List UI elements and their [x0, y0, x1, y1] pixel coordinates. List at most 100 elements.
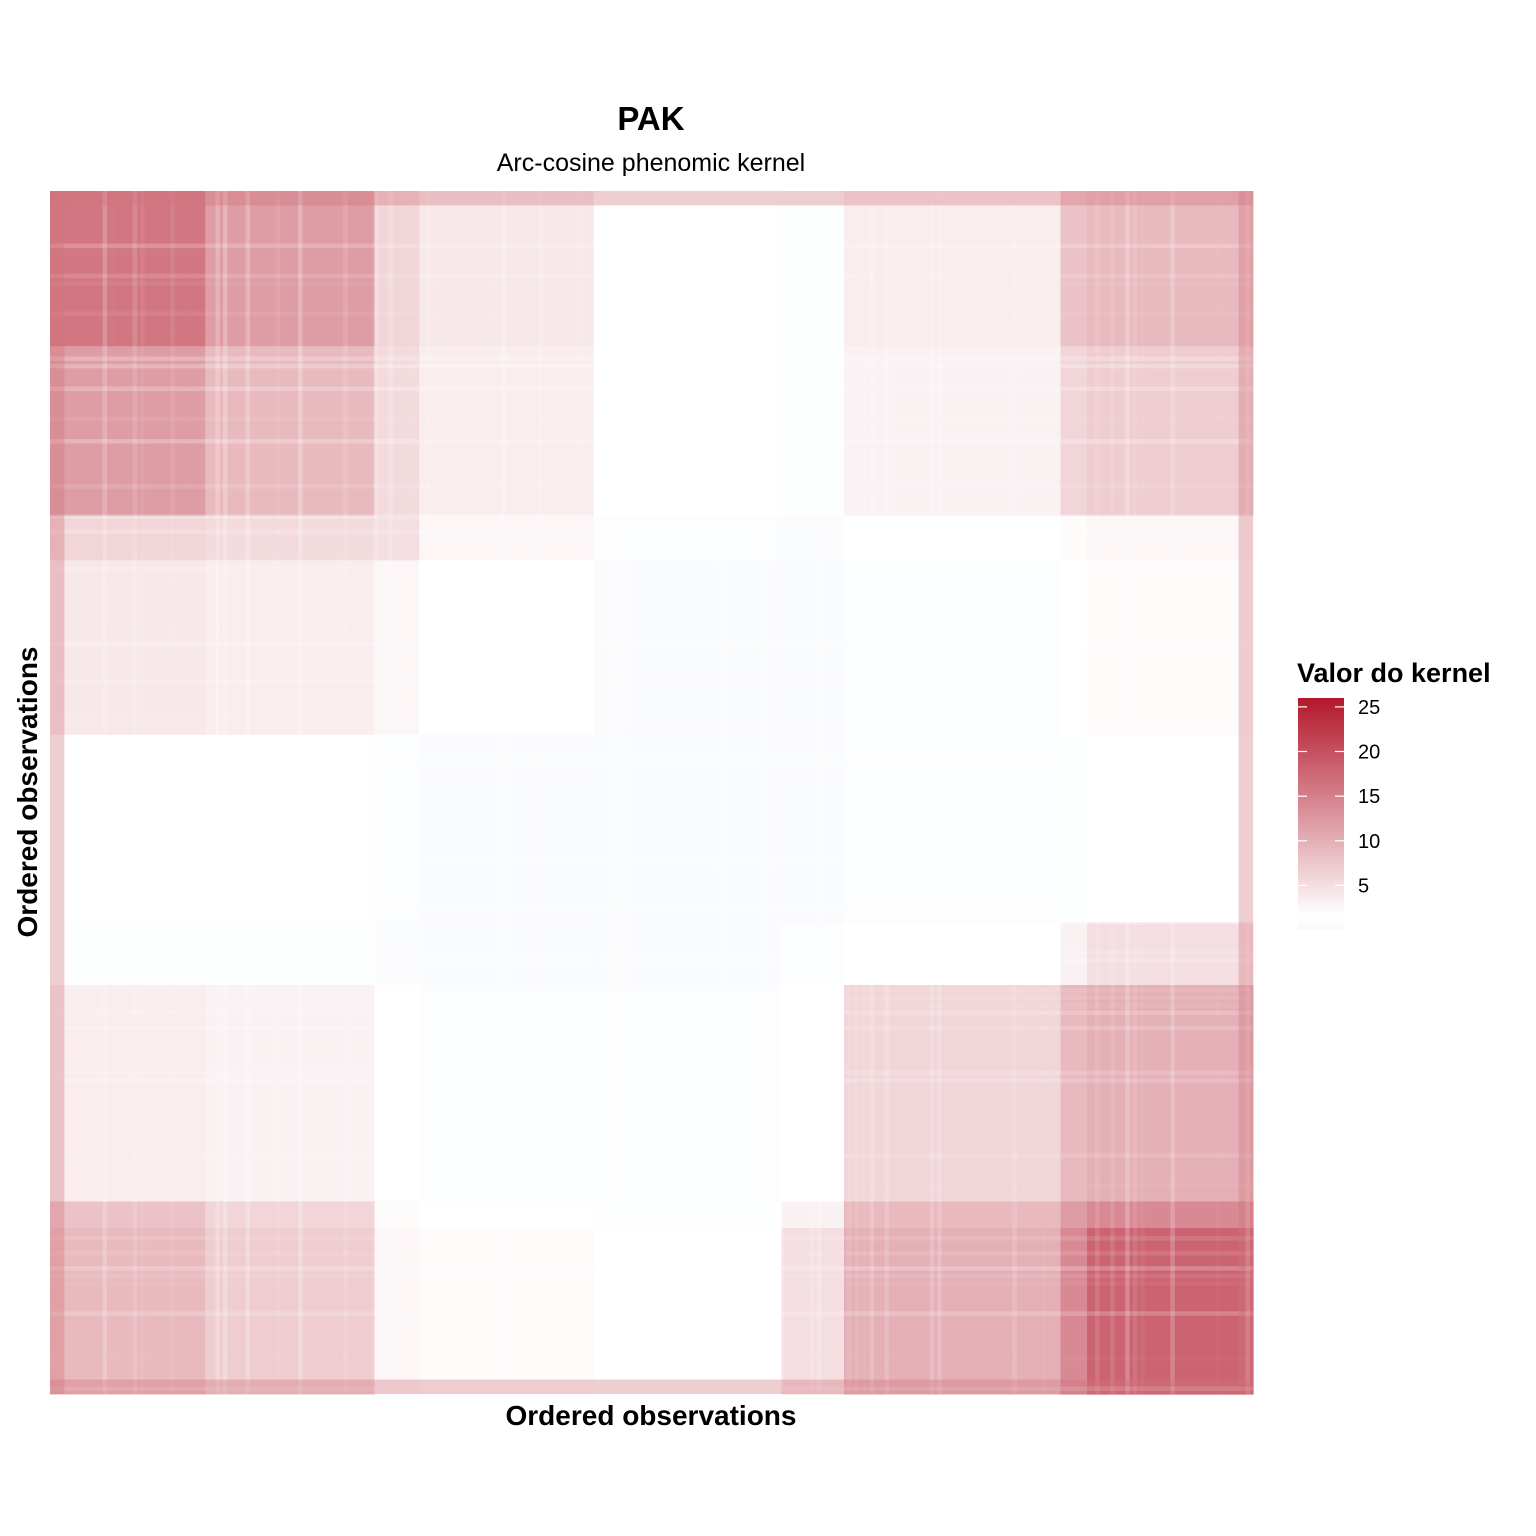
texture-stripe — [275, 191, 281, 1394]
heatmap-cell — [254, 560, 376, 736]
heatmap-cell — [812, 953, 845, 986]
heatmap-cell — [374, 560, 420, 736]
texture-stripe — [613, 191, 619, 1394]
texture-stripe — [779, 191, 784, 1394]
heatmap-cell — [419, 395, 595, 517]
y-axis-label: Ordered observations — [12, 647, 43, 938]
texture-stripe — [50, 416, 1253, 422]
heatmap-cell — [374, 515, 420, 561]
texture-stripe — [433, 191, 438, 1394]
heatmap-cell — [781, 953, 814, 986]
texture-stripe — [1245, 191, 1250, 1394]
texture-stripe — [140, 191, 145, 1394]
texture-stripe — [764, 191, 769, 1394]
texture-stripe — [50, 995, 1253, 1000]
texture-stripe — [644, 191, 649, 1394]
heatmap-cell — [1060, 953, 1088, 986]
heatmap-cell — [205, 560, 256, 736]
texture-stripe — [50, 883, 1253, 888]
texture-stripe — [50, 484, 1253, 489]
texture-stripe — [50, 634, 1253, 640]
x-axis-label: Ordered observations — [506, 1400, 797, 1431]
texture-stripe — [222, 191, 228, 1394]
heatmap-cell — [593, 1201, 783, 1229]
texture-stripe — [854, 191, 859, 1394]
heatmap-plot-area — [50, 191, 1254, 1395]
texture-stripe — [50, 860, 1253, 865]
heatmap-cell — [844, 734, 1062, 924]
legend-tick-label: 20 — [1358, 742, 1380, 764]
texture-stripe — [884, 191, 890, 1394]
texture-stripe — [1132, 191, 1138, 1394]
heatmap-cell — [374, 953, 420, 986]
texture-stripe — [50, 566, 1253, 572]
heatmap-cell — [1060, 346, 1088, 397]
texture-stripe — [50, 769, 1253, 775]
texture-stripe — [493, 191, 499, 1394]
heatmap-cell — [254, 922, 376, 955]
texture-stripe — [50, 717, 1253, 722]
texture-stripe — [1110, 191, 1115, 1394]
heatmap-cell — [781, 1228, 814, 1395]
heatmap-cell — [781, 734, 814, 924]
heatmap-cell — [593, 346, 783, 397]
texture-stripe — [50, 1281, 1253, 1286]
edge-band — [50, 191, 1253, 206]
heatmap-cell — [812, 346, 845, 397]
texture-stripe — [50, 777, 1253, 782]
heatmap-cell — [254, 515, 376, 561]
texture-stripe — [937, 191, 942, 1394]
texture-stripe — [606, 191, 611, 1394]
texture-stripe — [425, 191, 431, 1394]
heatmap-cell — [812, 191, 845, 347]
heatmap-cell — [50, 191, 206, 347]
heatmap-cell — [844, 560, 1062, 736]
heatmap-cell — [419, 985, 595, 1203]
texture-stripe — [170, 191, 175, 1394]
texture-stripe — [50, 1003, 1253, 1008]
heatmap-cell — [844, 1228, 1062, 1395]
heatmap-cell — [419, 953, 595, 986]
texture-stripe — [50, 243, 1253, 249]
heatmap-cell — [1060, 922, 1088, 955]
heatmap-cell — [1060, 560, 1088, 736]
heatmap-cell — [593, 395, 783, 517]
texture-stripe — [1215, 191, 1220, 1394]
heatmap-cell — [374, 191, 420, 347]
texture-stripe — [816, 191, 822, 1394]
texture-stripe — [50, 386, 1253, 391]
heatmap-cell — [254, 1228, 376, 1395]
heatmap-cell — [50, 346, 206, 397]
heatmap-cell — [254, 734, 376, 924]
heatmap-cell — [1087, 1228, 1254, 1395]
heatmap-cell — [205, 985, 256, 1203]
texture-stripe — [1125, 191, 1130, 1394]
texture-stripe — [696, 191, 702, 1394]
heatmap-cell — [593, 515, 783, 561]
heatmap-cell — [844, 922, 1062, 955]
heatmap-cell — [205, 734, 256, 924]
texture-stripe — [1095, 191, 1100, 1394]
heatmap-cell — [844, 191, 1062, 347]
heatmap-cell — [419, 560, 595, 736]
heatmap-cell — [1087, 560, 1254, 736]
heatmap-cell — [593, 734, 783, 924]
heatmap-cell — [205, 1201, 256, 1229]
legend-tick-label: 25 — [1358, 697, 1380, 719]
heatmap-cell — [254, 395, 376, 517]
texture-stripe — [862, 191, 867, 1394]
heatmap-cell — [781, 1201, 814, 1229]
heatmap-texture — [50, 191, 1253, 1394]
heatmap-cell — [205, 953, 256, 986]
texture-stripe — [50, 1010, 1253, 1015]
heatmap-cell — [254, 985, 376, 1203]
heatmap-cell — [812, 922, 845, 955]
heatmap-cell — [50, 985, 206, 1203]
heatmap-cell — [781, 346, 814, 397]
heatmap-cell — [419, 922, 595, 955]
texture-stripe — [742, 191, 747, 1394]
texture-stripe — [50, 950, 1253, 955]
texture-stripe — [102, 191, 108, 1394]
texture-stripe — [50, 1266, 1253, 1271]
texture-stripe — [501, 191, 506, 1394]
